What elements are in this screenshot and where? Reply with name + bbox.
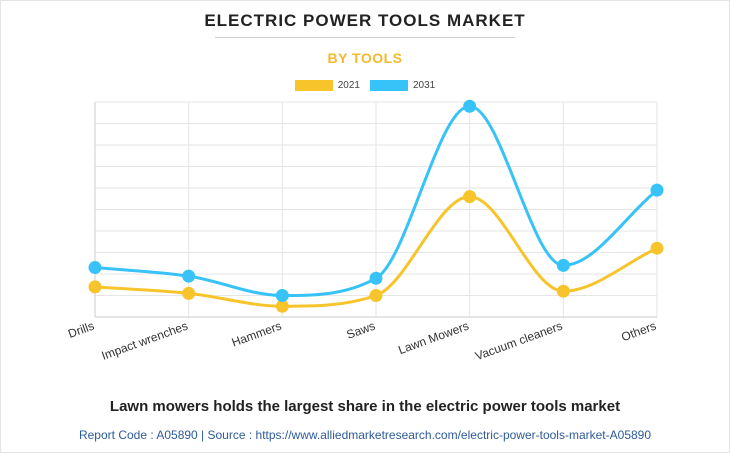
data-point-2031	[88, 261, 102, 275]
data-point-2031	[182, 269, 196, 283]
chart-caption: Lawn mowers holds the largest share in t…	[109, 398, 621, 415]
data-point-2021	[369, 289, 383, 302]
legend-swatch-2021	[294, 80, 333, 91]
legend-item-2021[interactable]: 2021	[294, 80, 360, 91]
x-tick-label: Lawn Mowers	[396, 319, 470, 357]
x-tick-label: Saws	[345, 319, 377, 342]
data-point-2031	[650, 183, 664, 197]
x-tick-label: Others	[619, 319, 658, 344]
data-point-2021	[556, 284, 570, 298]
title-divider	[215, 37, 515, 38]
data-point-2021	[463, 190, 477, 204]
chart-title: ELECTRIC POWER TOOLS MARKET	[204, 11, 526, 30]
x-tick-label: Vacuum cleaners	[473, 319, 564, 364]
legend-item-2031[interactable]: 2031	[370, 80, 435, 91]
data-point-2021	[650, 241, 664, 255]
data-point-2031	[556, 258, 570, 272]
legend-label-2021: 2021	[337, 80, 360, 91]
chart-subtitle: BY TOOLS	[327, 50, 403, 66]
legend-label-2031: 2031	[413, 80, 436, 91]
data-point-2021	[182, 286, 196, 300]
source-footer[interactable]: Report Code : A05890 | Source : https://…	[78, 428, 652, 442]
data-point-2021	[88, 280, 102, 294]
x-tick-label: Hammers	[230, 319, 284, 350]
data-point-2031	[369, 271, 383, 285]
data-point-2021	[275, 299, 289, 313]
data-point-2031	[463, 99, 477, 113]
x-tick-label: Impact wrenches	[100, 319, 190, 363]
x-tick-label: Drills	[66, 319, 96, 341]
legend-swatch-2031	[370, 80, 408, 91]
data-point-2031	[275, 289, 289, 302]
legend: 2021 2031	[0, 80, 730, 91]
